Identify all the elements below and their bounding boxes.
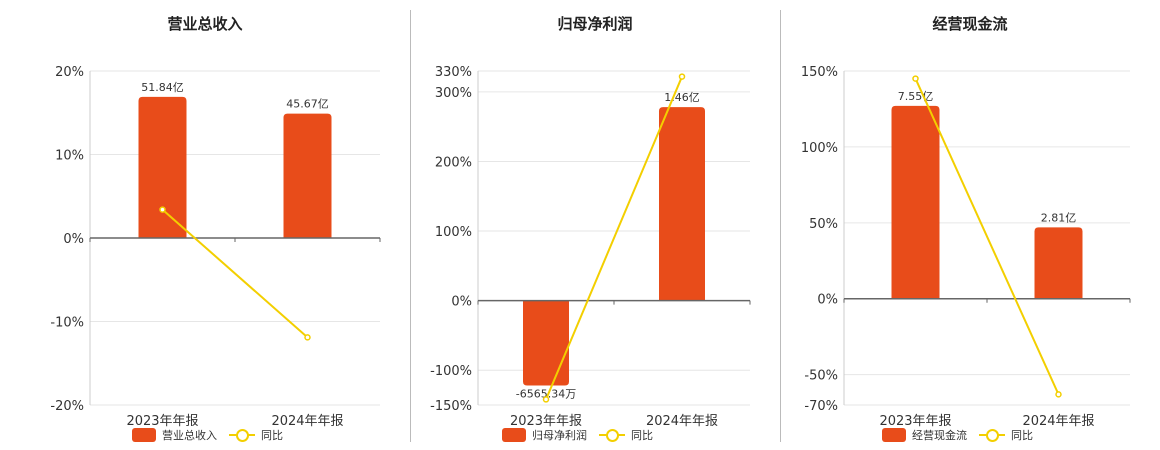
x-category-label: 2024年年报 — [646, 414, 718, 429]
legend: 经营现金流 同比 — [882, 427, 1033, 443]
divider — [410, 10, 411, 442]
legend-line-swatch — [979, 428, 1005, 442]
bar — [659, 107, 705, 301]
y-tick-label: 20% — [55, 65, 84, 80]
divider — [780, 10, 781, 442]
y-tick-label: 50% — [809, 217, 838, 232]
legend-bar-swatch — [502, 428, 526, 442]
legend-line-label: 同比 — [261, 429, 283, 442]
legend-bar-swatch — [132, 428, 156, 442]
bar-data-label: 2.81亿 — [1041, 211, 1077, 224]
y-tick-label: 0% — [817, 293, 838, 308]
legend-bar-label: 营业总收入 — [162, 429, 217, 442]
x-category-label: 2023年年报 — [510, 414, 582, 429]
bar-data-label: 45.67亿 — [286, 98, 329, 111]
y-tick-label: -10% — [50, 316, 84, 331]
y-tick-label: -20% — [50, 399, 84, 414]
yoy-point — [1055, 391, 1062, 398]
x-category-label: 2024年年报 — [1022, 414, 1094, 429]
y-tick-label: 0% — [63, 232, 84, 247]
y-tick-label: 330% — [435, 65, 472, 80]
y-tick-label: 300% — [435, 86, 472, 101]
bar-data-label: 1.46亿 — [664, 91, 700, 104]
chart-net-profit: 330% 300% 200% 100% 0% -100% -150% -6565.34万 1.4… — [430, 65, 751, 429]
legend-line-label: 同比 — [1011, 429, 1033, 442]
y-tick-label: 100% — [801, 141, 838, 156]
x-category-label: 2024年年报 — [271, 414, 343, 429]
yoy-point — [304, 334, 311, 341]
y-tick-label: 10% — [55, 149, 84, 164]
yoy-point — [542, 396, 550, 403]
legend-bar-swatch — [882, 428, 906, 442]
yoy-line — [545, 76, 683, 400]
bar — [891, 105, 940, 299]
bar — [1034, 227, 1083, 299]
bar — [523, 300, 569, 386]
y-tick-label: -50% — [804, 369, 838, 384]
yoy-line — [914, 78, 1060, 395]
legend-line-swatch — [229, 428, 255, 442]
bar-data-label: 7.55亿 — [898, 90, 934, 103]
legend: 归母净利润 同比 — [502, 427, 653, 443]
bar-data-label: 51.84亿 — [141, 81, 184, 94]
legend-line-swatch — [599, 428, 625, 442]
y-tick-label: 150% — [801, 65, 838, 80]
legend-bar-label: 归母净利润 — [532, 429, 587, 442]
x-category-label: 2023年年报 — [126, 414, 198, 429]
chart-title: 经营现金流 — [932, 15, 1008, 33]
legend-bar-label: 经营现金流 — [912, 429, 967, 442]
bar — [283, 113, 332, 238]
chart-panel-cash-flow: 经营现金流 150% 100% 50% 0% -50% -70% 7.55亿 2.81亿 202… — [780, 0, 1160, 450]
yoy-point — [159, 206, 166, 213]
y-tick-label: 0% — [451, 295, 472, 310]
chart-panel-revenue: 营业总收入 20% 10% 0% -10% -20% 51.84亿 45.67亿 2023年年… — [0, 0, 410, 450]
yoy-line — [161, 208, 309, 339]
chart-title: 营业总收入 — [167, 15, 243, 33]
chart-cash-flow: 150% 100% 50% 0% -50% -70% 7.55亿 2.81亿 2023年年报 20… — [801, 65, 1131, 429]
chart-revenue: 20% 10% 0% -10% -20% 51.84亿 45.67亿 2023年年报 2024年… — [50, 65, 381, 429]
yoy-point — [678, 73, 686, 80]
legend-line-label: 同比 — [631, 429, 653, 442]
bar — [138, 96, 187, 238]
y-tick-label: -100% — [430, 364, 472, 379]
chart-panel-net-profit: 归母净利润 330% 300% 200% 100% 0% -100% -150% -6565.… — [410, 0, 780, 450]
y-tick-label: -150% — [430, 399, 472, 414]
y-tick-label: -70% — [804, 399, 838, 414]
y-tick-label: 200% — [435, 155, 472, 170]
x-category-label: 2023年年报 — [879, 414, 951, 429]
bar-data-label: -6565.34万 — [516, 388, 576, 401]
yoy-point — [912, 75, 919, 82]
legend: 营业总收入 同比 — [132, 427, 283, 443]
y-tick-label: 100% — [435, 225, 472, 240]
chart-title: 归母净利润 — [557, 15, 633, 33]
